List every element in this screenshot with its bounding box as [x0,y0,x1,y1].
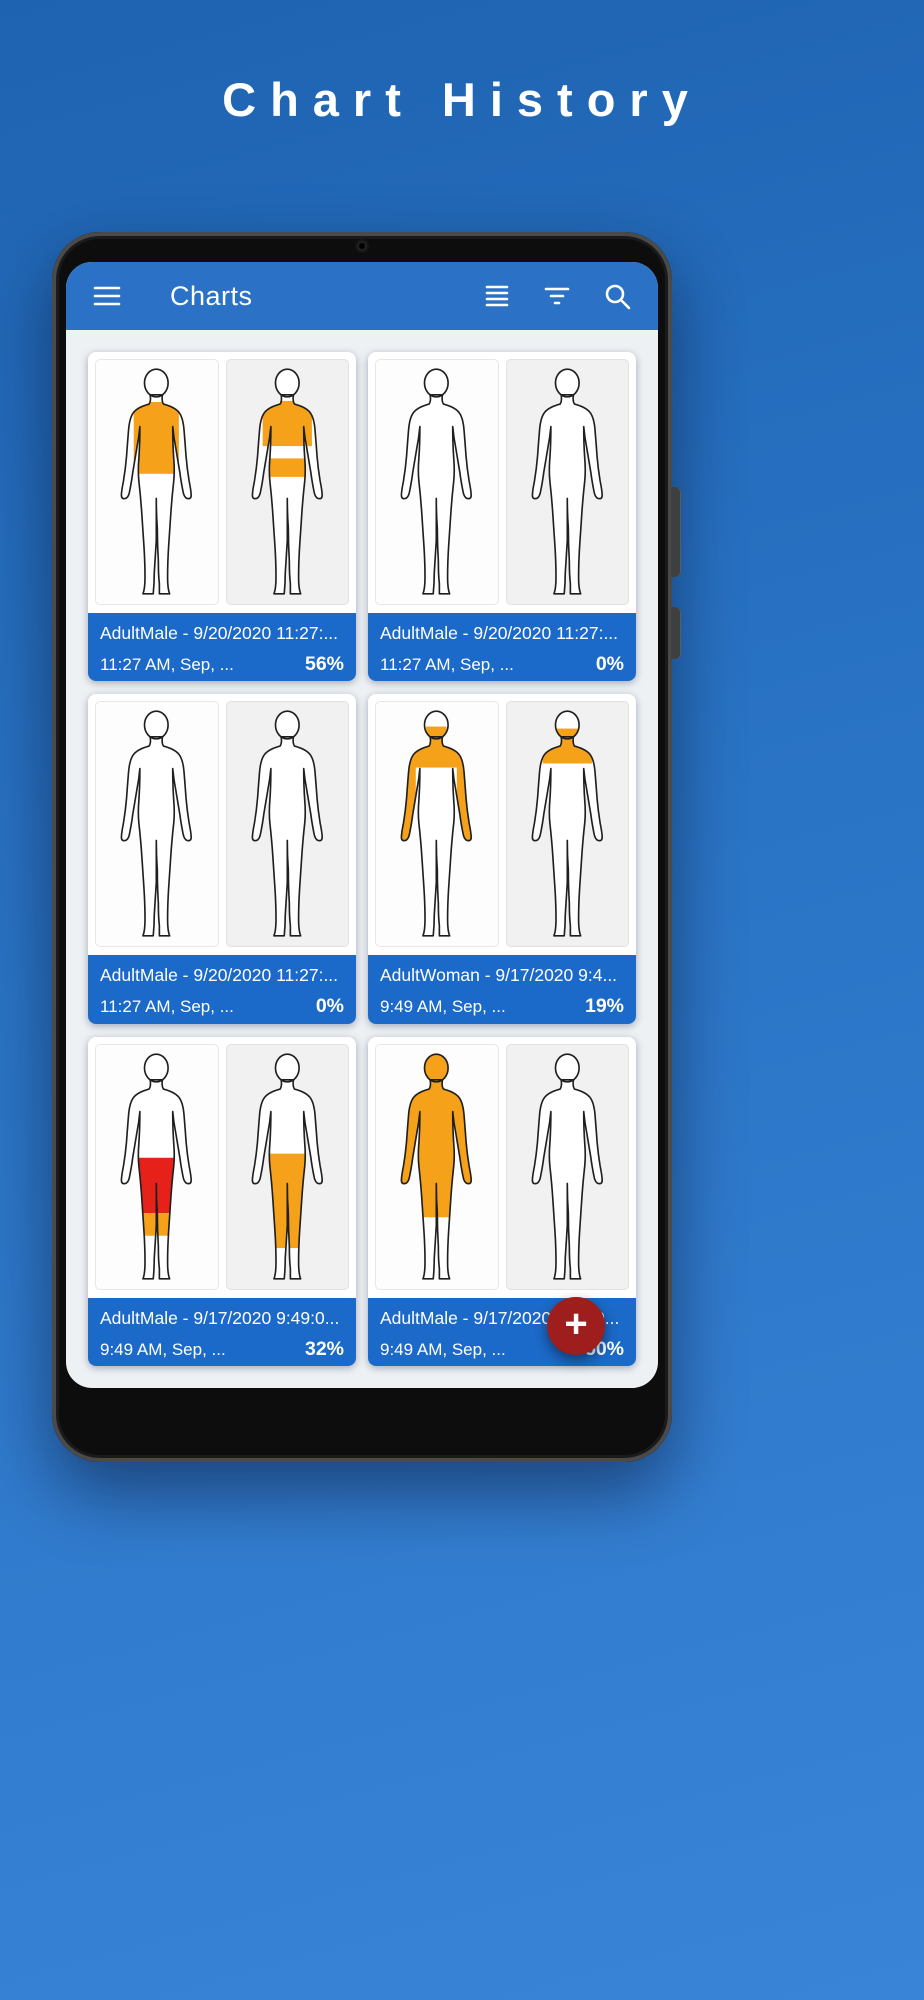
body-thumbnails [88,352,356,613]
app-bar-title: Charts [170,280,253,311]
body-front-thumbnail [95,359,219,605]
list-view-icon[interactable] [480,279,514,313]
chart-card[interactable]: AdultMale - 9/17/2020 9:49:0... 9:49 AM,… [88,1036,356,1366]
chart-title: AdultWoman - 9/17/2020 9:4... [380,965,618,986]
chart-card[interactable]: AdultWoman - 9/17/2020 9:4... 9:49 AM, S… [368,694,636,1024]
chart-card[interactable]: AdultMale - 9/20/2020 11:27:... 11:27 AM… [368,352,636,682]
body-back-thumbnail [505,701,629,948]
body-thumbnails [88,694,356,955]
charts-grid: AdultMale - 9/20/2020 11:27:... 11:27 AM… [66,330,658,1388]
add-chart-fab[interactable]: + [547,1297,605,1355]
power-button [671,607,681,659]
chart-title: AdultMale - 9/17/2020 9:49:0... [100,1307,340,1328]
chart-subtitle: 11:27 AM, Sep, ... [380,655,514,674]
search-icon[interactable] [600,279,634,313]
plus-icon: + [564,1302,588,1346]
chart-percent: 0% [595,653,624,675]
body-thumbnails [368,352,636,613]
chart-card-footer: AdultMale - 9/20/2020 11:27:... 11:27 AM… [88,955,356,1024]
chart-subtitle: 9:49 AM, Sep, ... [380,997,506,1017]
chart-percent: 19% [584,995,624,1018]
app-bar: Charts [66,262,658,330]
chart-card-footer: AdultMale - 9/17/2020 9:49:0... 9:49 AM,… [88,1297,356,1366]
chart-title: AdultMale - 9/20/2020 11:27:... [100,623,339,643]
body-front-thumbnail [375,359,499,605]
body-thumbnails [88,1037,356,1298]
chart-subtitle: 11:27 AM, Sep, ... [100,997,234,1017]
chart-percent: 56% [304,653,344,675]
phone-frame: Charts [52,232,681,1462]
body-thumbnails [368,694,636,955]
body-back-thumbnail [225,1043,349,1290]
page-title: Chart History [222,73,702,126]
body-front-thumbnail [375,1043,499,1290]
chart-card[interactable]: AdultMale - 9/20/2020 11:27:... 11:27 AM… [88,694,356,1024]
phone-screen: Charts [66,262,658,1388]
body-front-thumbnail [95,701,219,948]
chart-percent: 32% [304,1337,344,1360]
chart-card-footer: AdultWoman - 9/17/2020 9:4... 9:49 AM, S… [368,955,636,1024]
body-back-thumbnail [505,1043,629,1290]
app-bar-actions [480,279,634,313]
body-thumbnails [368,1037,636,1298]
body-back-thumbnail [225,359,349,605]
chart-percent: 0% [315,995,344,1018]
camera-icon [357,241,367,251]
menu-icon[interactable] [90,279,124,313]
chart-subtitle: 9:49 AM, Sep, ... [100,1339,226,1359]
body-back-thumbnail [225,701,349,948]
chart-card-footer: AdultMale - 9/20/2020 11:27:... 11:27 AM… [88,613,356,682]
chart-subtitle: 11:27 AM, Sep, ... [100,655,234,674]
chart-title: AdultMale - 9/20/2020 11:27:... [380,623,619,643]
chart-card[interactable]: AdultMale - 9/20/2020 11:27:... 11:27 AM… [88,352,356,682]
filter-icon[interactable] [540,279,574,313]
chart-title: AdultMale - 9/20/2020 11:27:... [100,965,339,986]
body-back-thumbnail [505,359,629,605]
chart-card-footer: AdultMale - 9/20/2020 11:27:... 11:27 AM… [368,613,636,682]
body-front-thumbnail [375,701,499,948]
volume-button [671,487,681,577]
chart-subtitle: 9:49 AM, Sep, ... [380,1339,506,1359]
body-front-thumbnail [95,1043,219,1290]
